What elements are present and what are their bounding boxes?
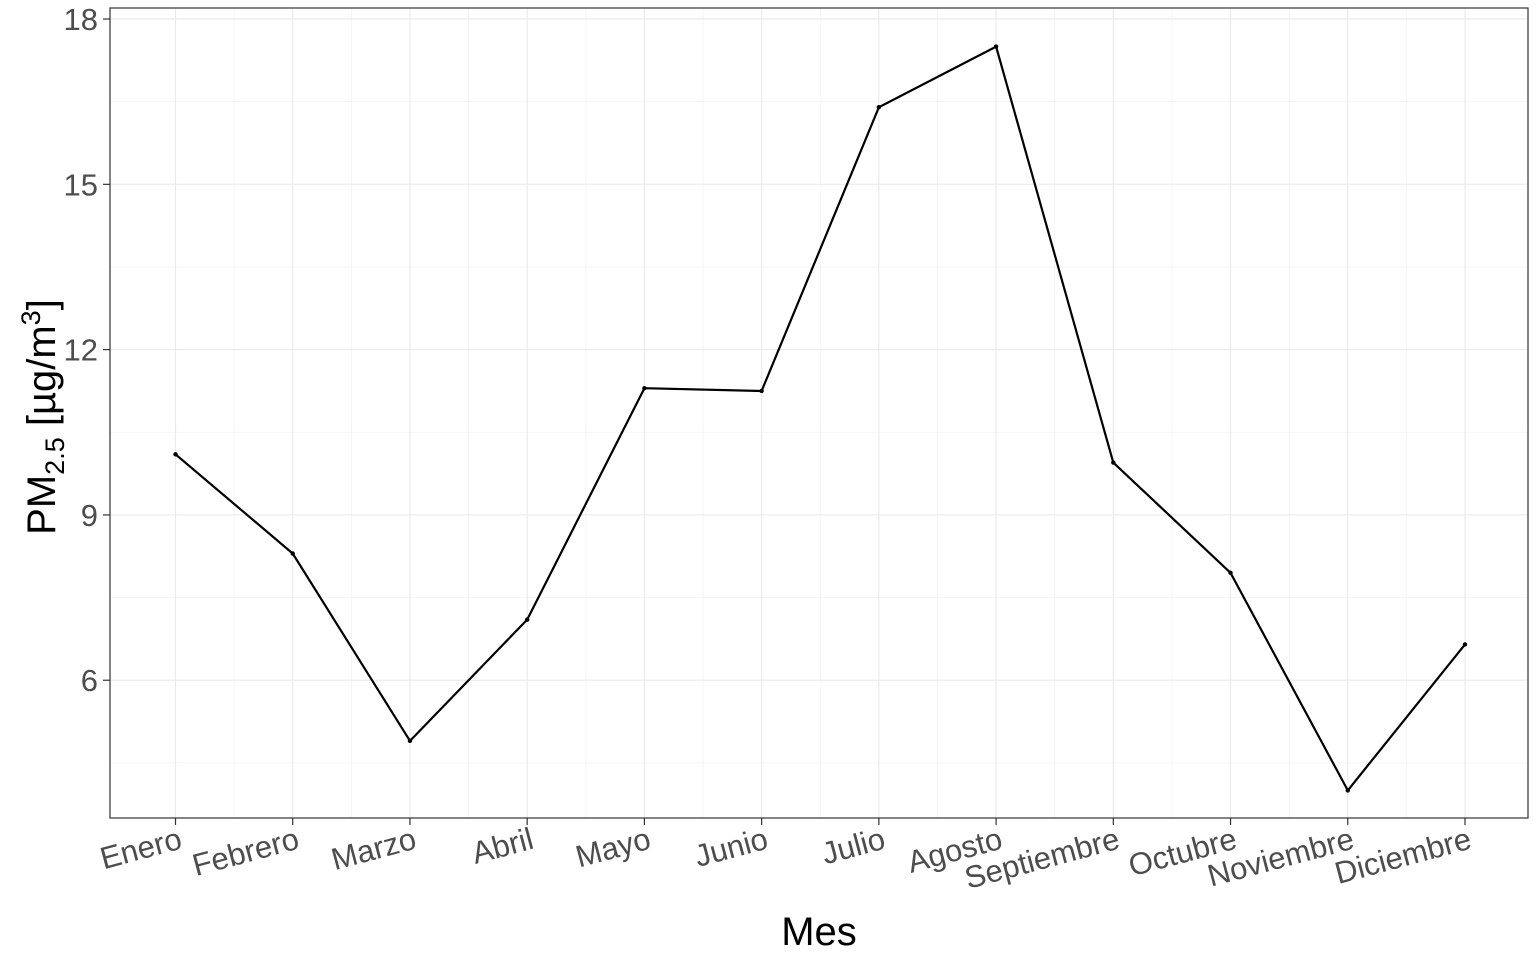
x-tick-label: Febrero bbox=[189, 821, 303, 883]
x-tick-label: Abril bbox=[468, 821, 537, 871]
x-tick-label: Julio bbox=[818, 821, 889, 871]
y-axis-title-superscript: 3 bbox=[16, 310, 46, 325]
data-point bbox=[1462, 642, 1468, 647]
x-tick-label: Diciembre bbox=[1331, 821, 1475, 891]
series-line bbox=[174, 45, 1466, 792]
data-point bbox=[290, 551, 295, 556]
data-point bbox=[173, 452, 178, 457]
x-tick-label: Enero bbox=[96, 821, 185, 876]
y-tick-label: 9 bbox=[81, 498, 98, 533]
data-point bbox=[1228, 570, 1233, 575]
y-axis-title-unit-close: ] bbox=[20, 299, 64, 310]
data-point bbox=[1111, 460, 1116, 465]
data-point bbox=[1345, 788, 1350, 793]
y-tick-label: 6 bbox=[81, 663, 98, 698]
data-point bbox=[642, 386, 647, 391]
y-axis: 6 9 12 15 18 bbox=[64, 2, 110, 698]
x-tick-label: Mayo bbox=[572, 821, 654, 874]
x-tick-label: Junio bbox=[691, 821, 772, 874]
y-axis-title-subscript: 2.5 bbox=[40, 437, 70, 475]
y-tick-label: 15 bbox=[64, 167, 98, 202]
x-axis: Enero Febrero Marzo Abril Mayo Junio Julio Agos… bbox=[96, 818, 1475, 896]
y-tick-label: 18 bbox=[64, 2, 98, 37]
minor-grid bbox=[110, 8, 1528, 818]
plot-panel-border bbox=[109, 7, 1529, 819]
x-tick-label: Marzo bbox=[328, 821, 420, 877]
y-axis-title-main: PM bbox=[20, 475, 64, 535]
y-axis-title: PM2.5 [µg/m3] bbox=[16, 299, 70, 535]
major-grid bbox=[110, 8, 1528, 818]
x-axis-title: Mes bbox=[781, 910, 857, 954]
data-point bbox=[524, 617, 530, 622]
data-point bbox=[759, 388, 764, 394]
y-axis-title-unit: [µg/m bbox=[20, 325, 64, 437]
data-point bbox=[993, 44, 999, 49]
data-point bbox=[876, 104, 882, 110]
data-point bbox=[407, 738, 413, 744]
series-layer bbox=[173, 44, 1468, 793]
y-tick-label: 12 bbox=[64, 333, 98, 368]
